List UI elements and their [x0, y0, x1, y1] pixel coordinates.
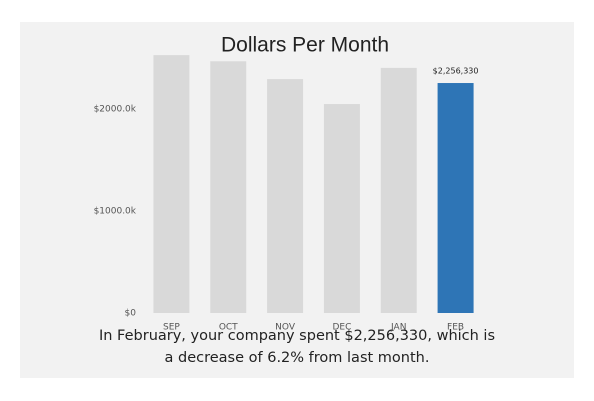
bar: [267, 79, 304, 313]
y-tick-label: $2000.0k: [94, 105, 137, 115]
bar: [437, 83, 474, 314]
bar: [380, 67, 417, 313]
y-tick-label: $0: [125, 309, 137, 319]
x-tick-label: DEC: [332, 323, 351, 333]
bar: [323, 104, 360, 313]
x-tick-label: FEB: [447, 323, 464, 333]
caption: In February, your company spent $2,256,3…: [99, 328, 495, 344]
bar: [210, 61, 247, 313]
caption: a decrease of 6.2% from last month.: [165, 350, 430, 366]
x-tick-label: OCT: [219, 323, 238, 333]
chart-title: Dollars Per Month: [221, 34, 389, 57]
x-tick-label: SEP: [163, 323, 180, 333]
y-tick-label: $1000.0k: [94, 207, 137, 217]
x-tick-label: NOV: [275, 323, 296, 333]
x-tick-label: JAN: [390, 323, 406, 333]
bar: [153, 55, 190, 314]
value-label: $2,256,330: [433, 67, 479, 76]
